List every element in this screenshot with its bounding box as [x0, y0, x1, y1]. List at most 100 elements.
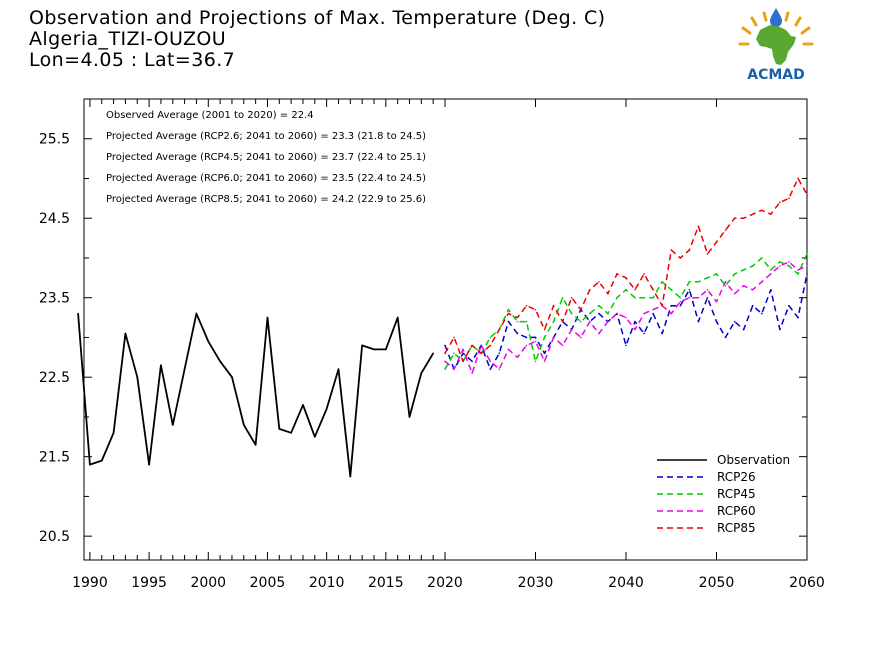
data-point-rcp45: [733, 273, 736, 275]
data-point-rcp26: [788, 304, 790, 307]
average-annotation: Projected Average (RCP4.5; 2041 to 2060)…: [106, 152, 426, 163]
data-point-rcp26: [715, 320, 718, 323]
data-point-rcp85: [625, 277, 627, 279]
data-point-rcp26: [444, 344, 446, 347]
data-point-rcp26: [742, 328, 745, 331]
data-point-rcp85: [779, 201, 781, 204]
data-point-rcp60: [589, 320, 591, 323]
data-point-rcp60: [625, 316, 627, 319]
data-point-rcp45: [598, 304, 600, 307]
x-tick-label: 2000: [190, 575, 226, 591]
data-point-rcp85: [706, 253, 709, 255]
data-point-rcp45: [543, 336, 546, 339]
data-point-rcp85: [534, 308, 537, 311]
data-point-observation: [290, 432, 292, 434]
data-point-rcp45: [797, 273, 799, 275]
data-point-rcp85: [616, 273, 618, 275]
data-point-rcp85: [525, 304, 528, 307]
x-tick-label: 2060: [789, 575, 825, 591]
data-point-observation: [171, 424, 174, 426]
data-point-rcp85: [579, 308, 582, 311]
data-point-rcp60: [552, 336, 555, 339]
data-point-rcp26: [733, 320, 736, 323]
x-axis: 1990 1995 2000 2005 2010 2015 2020 2030 2040 2050…: [72, 99, 825, 591]
y-tick-label: 21.5: [39, 450, 70, 466]
data-point-rcp60: [770, 273, 772, 275]
data-point-observation: [231, 376, 233, 378]
series-line-observation: [77, 312, 434, 478]
data-point-rcp45: [724, 284, 727, 287]
data-point-rcp45: [679, 296, 682, 299]
series-line-rcp45: [444, 253, 808, 370]
data-point-rcp45: [779, 261, 781, 263]
data-point-rcp45: [616, 296, 618, 299]
data-point-rcp85: [516, 316, 519, 319]
data-point-rcp26: [760, 312, 763, 315]
legend-label-rcp26: RCP26: [717, 470, 756, 484]
data-point-rcp60: [561, 344, 564, 347]
x-tick-label: 1990: [72, 575, 108, 591]
data-point-rcp85: [607, 292, 609, 295]
data-point-rcp45: [661, 281, 663, 283]
series-line-rcp26: [444, 273, 808, 370]
data-point-rcp45: [634, 296, 636, 299]
data-point-observation: [124, 332, 127, 335]
data-point-rcp60: [543, 360, 546, 363]
data-point-rcp26: [670, 304, 673, 307]
legend: Observation RCP26 RCP45 RCP60 RCP85: [657, 453, 790, 535]
data-point-rcp60: [534, 340, 537, 343]
data-point-rcp60: [779, 265, 781, 267]
data-point-rcp85: [453, 336, 455, 339]
data-point-rcp26: [806, 273, 808, 275]
data-point-rcp45: [570, 312, 573, 315]
x-tick-label: 2040: [608, 575, 644, 591]
data-point-rcp45: [444, 368, 446, 371]
data-point-rcp60: [751, 288, 754, 291]
data-point-rcp85: [462, 360, 464, 363]
data-point-rcp85: [661, 304, 663, 307]
data-point-observation: [396, 316, 399, 319]
data-point-rcp85: [543, 328, 546, 331]
data-point-rcp26: [679, 304, 682, 307]
data-point-rcp60: [489, 360, 492, 363]
data-point-rcp85: [751, 213, 754, 216]
data-point-rcp60: [760, 281, 763, 283]
data-point-rcp26: [543, 352, 546, 355]
data-point-rcp85: [724, 229, 727, 231]
data-point-rcp85: [670, 249, 673, 251]
data-point-rcp45: [670, 288, 673, 291]
data-point-rcp60: [697, 296, 700, 299]
y-axis: 20.5 21.5 22.5 23.5 24.5 25.5: [39, 132, 807, 545]
data-point-observation: [266, 316, 269, 319]
data-point-rcp60: [498, 368, 501, 371]
data-point-rcp45: [534, 360, 537, 363]
data-point-observation: [242, 424, 245, 426]
data-point-observation: [314, 436, 316, 438]
data-point-rcp26: [634, 320, 636, 323]
data-point-rcp45: [516, 320, 519, 323]
data-point-rcp45: [770, 269, 772, 271]
x-tick-label: 2015: [368, 575, 404, 591]
data-point-rcp85: [715, 241, 718, 243]
data-point-rcp26: [706, 296, 709, 299]
data-point-rcp26: [661, 332, 663, 335]
data-point-observation: [195, 312, 198, 315]
data-point-rcp85: [507, 312, 510, 315]
data-point-rcp26: [797, 316, 799, 319]
data-point-rcp45: [688, 281, 691, 283]
data-point-rcp45: [625, 288, 627, 291]
series-line-rcp60: [444, 261, 808, 374]
data-point-rcp85: [471, 344, 473, 347]
data-point-observation: [219, 360, 221, 363]
data-point-observation: [385, 348, 387, 351]
data-point-rcp45: [715, 273, 718, 275]
data-point-rcp60: [797, 269, 799, 271]
data-point-observation: [373, 348, 375, 351]
data-point-rcp85: [444, 352, 446, 355]
data-point-observation: [278, 428, 281, 430]
data-point-rcp60: [688, 296, 691, 299]
data-point-observation: [183, 368, 186, 371]
data-point-observation: [302, 404, 304, 406]
data-point-rcp85: [589, 288, 591, 291]
data-point-rcp60: [471, 372, 473, 375]
